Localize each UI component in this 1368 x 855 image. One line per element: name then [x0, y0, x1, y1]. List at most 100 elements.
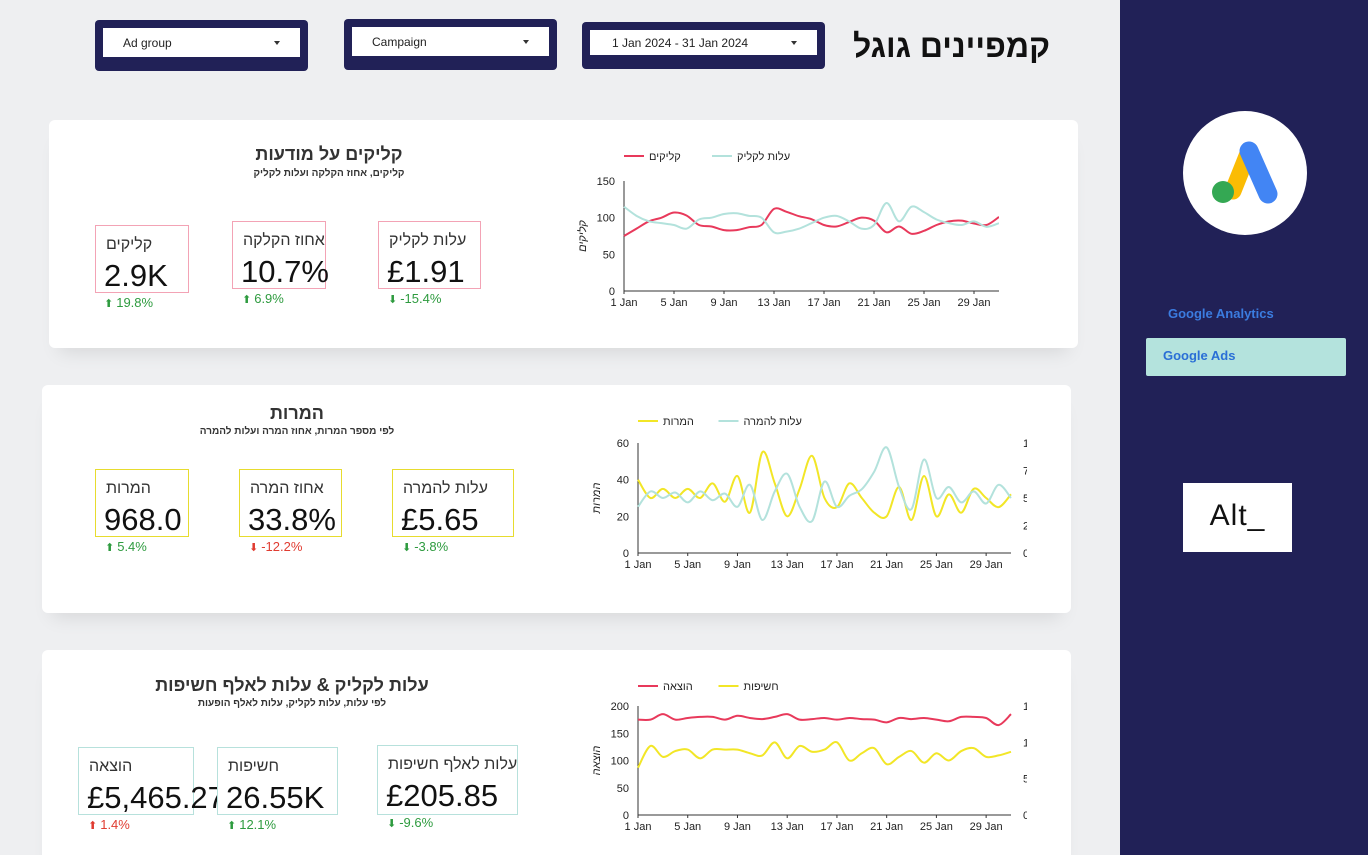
ad-group-dropdown[interactable]: Ad group	[95, 20, 308, 71]
x-tick-label: 9 Jan	[724, 821, 751, 833]
y2-tick-label: 1.5K	[1023, 701, 1027, 713]
y2-tick-label: 1K	[1023, 737, 1027, 749]
series-line	[637, 446, 1012, 524]
y-axis-title: קליקים	[576, 220, 589, 252]
y-tick-label: 100	[611, 756, 629, 768]
legend-label: המרות	[663, 416, 694, 428]
y-tick-label: 50	[617, 783, 629, 795]
kpi-label: עלות להמרה	[403, 480, 488, 497]
google-ads-logo	[1183, 111, 1307, 235]
kpi-label: המרות	[106, 480, 151, 497]
conversions-subtitle: לפי מספר המרות, אחוז המרה ועלות להמרה	[199, 426, 395, 437]
x-tick-label: 5 Jan	[674, 821, 701, 833]
kpi-delta: ⬇ -15.4%	[388, 291, 441, 306]
arrow-up-icon: ⬆	[227, 820, 237, 832]
conversions-chart: 0 20 40 60 0 2.5 5 7.5 10 1 Jan 5 Jan 9 Jan 13 Jan 17…	[591, 415, 1027, 571]
impressions-kpi: חשיפות 26.55K	[217, 747, 338, 815]
arrow-down-icon: ⬇	[387, 818, 397, 830]
x-tick-label: 21 Jan	[857, 297, 890, 309]
x-tick-label: 1 Jan	[625, 821, 652, 833]
legend-label: קליקים	[649, 150, 681, 163]
kpi-delta: ⬇ -9.6%	[387, 815, 433, 830]
x-tick-label: 25 Jan	[920, 821, 953, 833]
y-tick-label: 60	[617, 438, 629, 450]
kpi-label: חשיפות	[228, 758, 280, 775]
x-tick-label: 29 Jan	[970, 821, 1003, 833]
series-line	[637, 713, 1012, 727]
x-tick-label: 1 Jan	[611, 297, 638, 309]
kpi-delta: ⬆ 1.4%	[88, 817, 130, 832]
y2-tick-label: 2.5	[1023, 521, 1027, 533]
kpi-delta-value: 1.4%	[100, 817, 130, 832]
dashboard-main: Ad group Campaign 1 Jan 2024 - 31 Jan 20…	[42, 19, 1078, 855]
x-tick-label: 13 Jan	[757, 297, 790, 309]
kpi-delta-value: -12.2%	[261, 539, 303, 554]
y-tick-label: 20	[617, 511, 629, 523]
alt-logo-text: Alt_	[1209, 499, 1266, 532]
conversions-card: המרות לפי מספר המרות, אחוז המרה ועלות לה…	[42, 385, 1071, 613]
conversions-kpi: המרות 968.0	[95, 469, 189, 537]
series-line	[637, 450, 1012, 522]
google-ads-logo-icon	[1212, 141, 1278, 204]
legend-label: חשיפות	[744, 681, 779, 693]
y-tick-label: 200	[611, 701, 629, 713]
y2-tick-label: 0	[1023, 810, 1027, 822]
y-tick-label: 150	[611, 728, 629, 740]
chevron-down-icon	[791, 40, 797, 45]
awareness-title: קליקים על מודעות	[255, 144, 403, 164]
legend-label: עלות להמרה	[744, 415, 802, 428]
nav-google-analytics[interactable]: Google Analytics	[1168, 306, 1274, 321]
ctr-kpi: אחוז הקלקה 10.7%	[232, 221, 329, 289]
ad-group-dropdown-value: Ad group	[123, 35, 172, 50]
conversions-title: המרות	[270, 403, 324, 423]
date-range-field[interactable]: 1 Jan 2024 - 31 Jan 2024	[590, 30, 817, 55]
kpi-label: אחוז המרה	[250, 480, 324, 497]
arrow-up-icon: ⬆	[242, 294, 252, 306]
ad-group-dropdown-field[interactable]: Ad group	[103, 28, 300, 57]
conversion-rate-kpi: אחוז המרה 33.8%	[239, 469, 342, 537]
y2-tick-label: 10	[1023, 438, 1027, 450]
kpi-value: £5.65	[401, 502, 479, 537]
arrow-up-icon: ⬆	[88, 820, 98, 832]
x-tick-label: 5 Jan	[674, 559, 701, 571]
campaign-dropdown[interactable]: Campaign	[344, 19, 557, 70]
kpi-delta: ⬆ 5.4%	[105, 539, 147, 554]
series-line	[637, 741, 1012, 769]
kpi-value: £5,465.27	[87, 780, 225, 815]
chevron-down-icon	[523, 39, 529, 44]
kpi-delta-value: 12.1%	[239, 817, 277, 832]
x-tick-label: 25 Jan	[920, 559, 953, 571]
kpi-delta: ⬆ 19.8%	[104, 295, 153, 310]
chevron-down-icon	[274, 40, 280, 45]
x-tick-label: 13 Jan	[771, 559, 804, 571]
y-tick-label: 50	[603, 249, 615, 261]
y-axis-title: המרות	[591, 483, 603, 515]
kpi-delta-value: -9.6%	[399, 815, 434, 830]
y-tick-label: 40	[617, 475, 629, 487]
y-tick-label: 0	[609, 286, 615, 298]
costs-subtitle: לפי עלות, עלות לקליק, עלות לאלף הופעות	[197, 698, 387, 709]
arrow-down-icon: ⬇	[402, 542, 412, 554]
spend-kpi: הוצאה £5,465.27	[78, 747, 225, 815]
campaign-dropdown-field[interactable]: Campaign	[352, 27, 549, 56]
clicks-kpi: קליקים 2.9K	[95, 225, 189, 293]
x-tick-label: 29 Jan	[957, 297, 990, 309]
date-range-picker[interactable]: 1 Jan 2024 - 31 Jan 2024	[582, 22, 825, 69]
x-tick-label: 5 Jan	[661, 297, 688, 309]
kpi-delta-value: 5.4%	[117, 539, 147, 554]
x-tick-label: 17 Jan	[807, 297, 840, 309]
date-range-value: 1 Jan 2024 - 31 Jan 2024	[612, 35, 749, 50]
kpi-value: 26.55K	[226, 780, 325, 815]
x-tick-label: 9 Jan	[711, 297, 738, 309]
kpi-value: £205.85	[386, 778, 499, 813]
awareness-card: קליקים על מודעות קליקים, אחוז הקלקה ועלו…	[49, 120, 1078, 348]
kpi-label: עלות לקליק	[389, 232, 467, 249]
kpi-value: £1.91	[387, 254, 465, 289]
y2-tick-label: 5	[1023, 493, 1027, 505]
kpi-label: קליקים	[106, 236, 153, 253]
cost-per-conversion-kpi: עלות להמרה £5.65	[392, 469, 514, 537]
nav-google-ads[interactable]: Google Ads	[1146, 338, 1346, 376]
arrow-down-icon: ⬇	[249, 542, 259, 554]
kpi-delta: ⬆ 12.1%	[227, 817, 276, 832]
